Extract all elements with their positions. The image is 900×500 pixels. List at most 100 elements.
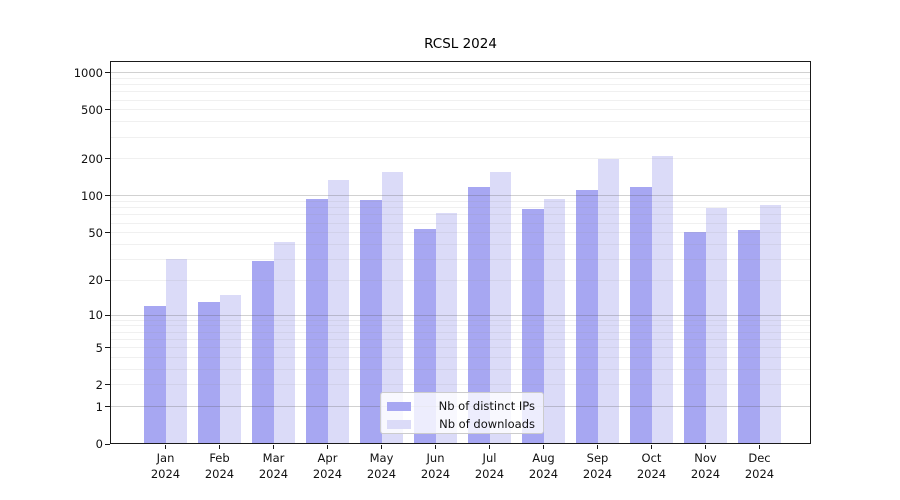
legend-label-distinct-ips: Nb of distinct IPs bbox=[438, 399, 535, 413]
minor-gridline bbox=[110, 136, 811, 138]
minor-gridline bbox=[110, 121, 811, 123]
y-tick-label: 20 bbox=[88, 273, 103, 288]
legend-swatch-downloads bbox=[387, 419, 411, 429]
x-tick-label: Sep 2024 bbox=[570, 450, 626, 482]
x-tick-label: Feb 2024 bbox=[192, 450, 248, 482]
x-tick-label: Dec 2024 bbox=[732, 450, 788, 482]
y-tick-label: 5 bbox=[95, 340, 103, 355]
y-tick bbox=[105, 406, 110, 408]
bar-downloads-aug bbox=[543, 198, 565, 444]
x-tick-label: Jul 2024 bbox=[462, 450, 518, 482]
x-tick bbox=[651, 445, 652, 449]
bar-distinct-ips-sep bbox=[576, 190, 598, 444]
minor-gridline bbox=[110, 99, 811, 101]
bar-downloads-jan bbox=[165, 259, 187, 444]
x-tick bbox=[327, 445, 328, 449]
bar-downloads-sep bbox=[597, 159, 619, 444]
legend-label-downloads: Nb of downloads bbox=[439, 417, 535, 431]
x-tick-label: Jun 2024 bbox=[408, 450, 464, 482]
x-tick-label: Nov 2024 bbox=[678, 450, 734, 482]
x-tick bbox=[381, 445, 382, 449]
x-label-month: Feb bbox=[209, 451, 230, 465]
minor-gridline bbox=[110, 84, 811, 86]
x-label-month: Jun bbox=[426, 451, 445, 465]
minor-gridline bbox=[110, 109, 811, 111]
x-tick-label: Apr 2024 bbox=[300, 450, 356, 482]
x-label-year: 2024 bbox=[474, 467, 505, 481]
x-tick-label: Aug 2024 bbox=[516, 450, 572, 482]
x-tick bbox=[273, 445, 274, 449]
bar-downloads-jul bbox=[489, 171, 511, 444]
x-label-year: 2024 bbox=[420, 467, 451, 481]
y-tick-label: 1000 bbox=[73, 65, 103, 80]
x-label-year: 2024 bbox=[366, 467, 397, 481]
y-tick-label: 1 bbox=[95, 399, 103, 414]
x-label-month: Jan bbox=[156, 451, 175, 465]
major-gridline bbox=[110, 195, 811, 197]
x-label-month: May bbox=[369, 451, 394, 465]
x-tick bbox=[165, 445, 166, 449]
x-label-month: Dec bbox=[748, 451, 771, 465]
x-tick bbox=[489, 445, 490, 449]
x-tick bbox=[597, 445, 598, 449]
y-tick bbox=[105, 232, 110, 234]
y-tick bbox=[105, 109, 110, 111]
bar-downloads-jun bbox=[435, 212, 457, 444]
x-label-year: 2024 bbox=[204, 467, 235, 481]
x-label-year: 2024 bbox=[744, 467, 775, 481]
major-gridline bbox=[110, 72, 811, 74]
bar-distinct-ips-jun bbox=[414, 228, 436, 444]
y-tick-label: 50 bbox=[88, 225, 103, 240]
y-tick-label: 0 bbox=[95, 437, 103, 451]
x-label-year: 2024 bbox=[258, 467, 289, 481]
bar-distinct-ips-dec bbox=[738, 229, 760, 444]
bar-distinct-ips-may bbox=[360, 200, 382, 444]
bar-downloads-dec bbox=[759, 204, 781, 444]
bar-distinct-ips-oct bbox=[630, 186, 652, 444]
y-tick-label: 500 bbox=[81, 102, 103, 117]
bar-downloads-oct bbox=[651, 156, 673, 444]
minor-gridline bbox=[110, 91, 811, 93]
x-label-year: 2024 bbox=[690, 467, 721, 481]
x-label-month: Nov bbox=[694, 451, 717, 465]
x-tick-label: Jan 2024 bbox=[138, 450, 194, 482]
bar-distinct-ips-aug bbox=[522, 209, 544, 444]
x-label-month: Mar bbox=[262, 451, 285, 465]
bar-distinct-ips-apr bbox=[306, 198, 328, 444]
x-tick bbox=[219, 445, 220, 449]
bar-downloads-nov bbox=[705, 208, 727, 444]
bar-distinct-ips-mar bbox=[252, 261, 274, 444]
y-tick-label: 200 bbox=[81, 151, 103, 166]
x-label-month: Apr bbox=[317, 451, 338, 465]
x-label-year: 2024 bbox=[582, 467, 613, 481]
legend-item-downloads: Nb of downloads bbox=[387, 416, 535, 432]
y-tick bbox=[105, 195, 110, 197]
y-tick-label: 10 bbox=[88, 308, 103, 323]
y-tick-label: 2 bbox=[95, 377, 103, 392]
chart-title: RCSL 2024 bbox=[424, 36, 497, 52]
x-tick-label: Mar 2024 bbox=[246, 450, 302, 482]
minor-gridline bbox=[110, 158, 811, 160]
y-tick bbox=[105, 314, 110, 316]
bar-downloads-mar bbox=[273, 241, 295, 444]
bar-distinct-ips-jul bbox=[468, 187, 490, 444]
x-tick bbox=[759, 445, 760, 449]
minor-gridline bbox=[110, 201, 811, 203]
x-tick bbox=[543, 445, 544, 449]
y-tick bbox=[105, 279, 110, 281]
y-tick bbox=[105, 443, 110, 445]
y-tick-label: 100 bbox=[81, 188, 103, 203]
y-tick bbox=[105, 72, 110, 74]
bar-downloads-may bbox=[381, 171, 403, 444]
legend: Nb of distinct IPs Nb of downloads bbox=[380, 392, 544, 434]
x-label-month: Oct bbox=[641, 451, 662, 465]
legend-swatch-distinct-ips bbox=[387, 401, 411, 411]
bar-distinct-ips-jan bbox=[144, 306, 166, 444]
x-tick bbox=[705, 445, 706, 449]
bar-distinct-ips-nov bbox=[684, 231, 706, 444]
y-tick bbox=[105, 347, 110, 349]
x-label-year: 2024 bbox=[312, 467, 343, 481]
x-tick-label: Oct 2024 bbox=[624, 450, 680, 482]
x-tick bbox=[435, 445, 436, 449]
x-label-month: Jul bbox=[482, 451, 497, 465]
